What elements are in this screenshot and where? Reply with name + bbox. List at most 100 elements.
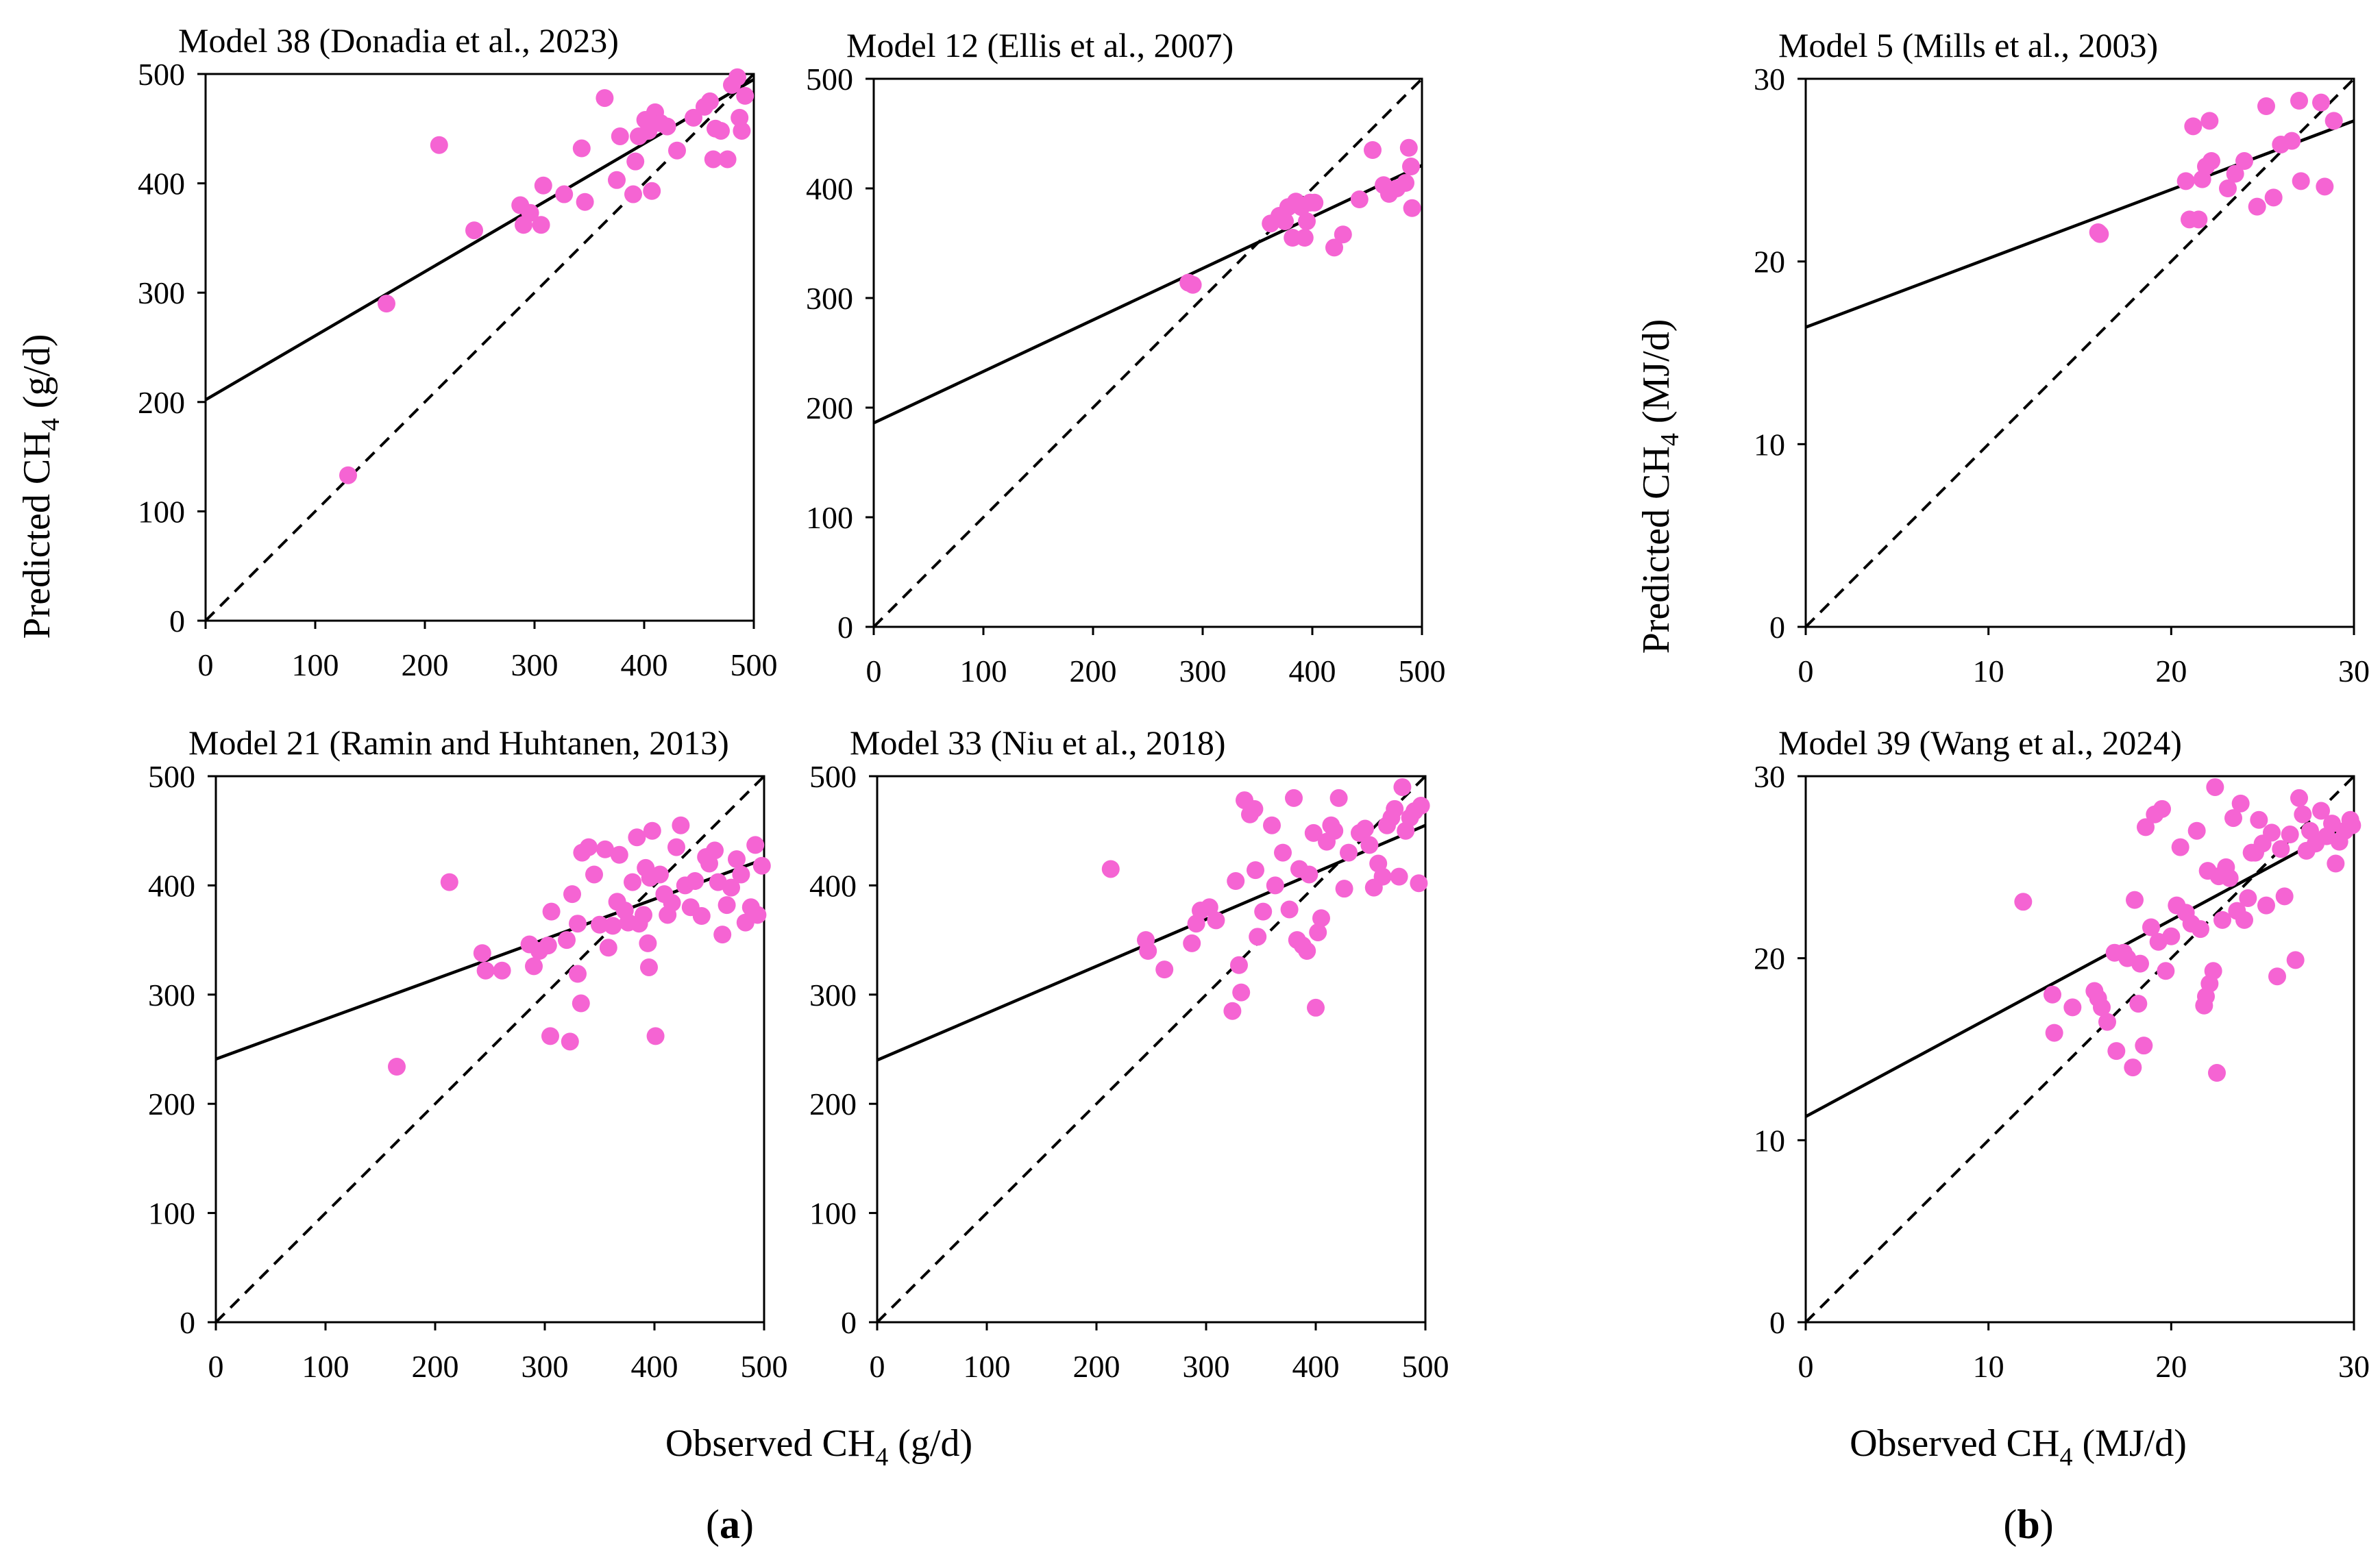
regression-line (874, 164, 1423, 425)
x-tick-label: 400 (1292, 1349, 1340, 1384)
data-point (686, 872, 704, 891)
data-point (752, 856, 771, 875)
data-point (1312, 909, 1330, 928)
data-point (430, 136, 448, 154)
data-point (2290, 92, 2308, 110)
data-point (1183, 275, 1202, 294)
data-point (1364, 141, 1382, 159)
data-point (1245, 799, 1264, 818)
data-point (2203, 152, 2220, 170)
plot-frame (1804, 77, 2355, 628)
data-point (596, 840, 614, 858)
data-point (541, 1027, 559, 1045)
data-point (2171, 838, 2189, 856)
data-point (2184, 117, 2203, 136)
data-point (563, 885, 581, 904)
data-point (473, 944, 491, 963)
panels: Model 38 (Donadia et al., 2023)0 100 200 30… (138, 21, 2370, 1384)
chart-title: Model 12 (Ellis et al., 2007) (846, 26, 1234, 64)
data-point (555, 185, 574, 203)
data-point (440, 873, 458, 891)
data-point (596, 89, 614, 108)
data-point (1139, 942, 1157, 960)
y-tick-label: 0 (837, 610, 853, 645)
data-point (646, 1027, 665, 1045)
data-point (1307, 998, 1325, 1017)
data-point (692, 907, 711, 926)
data-point (572, 139, 591, 158)
panel-b-tag: (b) (2003, 1502, 2053, 1547)
identity-line (206, 73, 755, 621)
data-point (2045, 1024, 2063, 1042)
regression-line (1806, 119, 2355, 329)
identity-line (877, 775, 1427, 1322)
chart-3: Model 21 (Ramin and Huhtanen, 2013) 0 100 2… (148, 723, 788, 1384)
x-tick-label: 0 (208, 1349, 224, 1384)
y-tick-label: 500 (806, 62, 853, 97)
plot-area (874, 77, 1423, 627)
data-point (388, 1058, 406, 1076)
data-point (561, 1032, 579, 1051)
regression-line (1806, 820, 2355, 1118)
chart-4: Model 33 (Niu et al., 2018) 0 100 200 300 400… (809, 723, 1449, 1384)
plot-frame (1804, 775, 2355, 1324)
data-point (643, 182, 661, 200)
data-point (728, 850, 746, 869)
data-point (2093, 998, 2111, 1017)
data-point (628, 828, 646, 847)
data-point (626, 152, 645, 171)
data-point (2204, 962, 2222, 980)
y-tick-label: 400 (806, 171, 853, 206)
data-point (2135, 1037, 2153, 1055)
data-point (718, 150, 737, 169)
y-tick-label: 200 (809, 1087, 857, 1121)
plot-area (1806, 77, 2355, 627)
y-tick-label: 0 (169, 604, 185, 639)
x-tick-label: 30 (2338, 654, 2370, 689)
data-point (1309, 923, 1327, 941)
data-point (1207, 911, 1225, 930)
data-point (1410, 874, 1428, 893)
chart-6: Model 39 (Wang et al., 2024) 0 10 20 30 0 10 20… (1754, 723, 2370, 1384)
data-point (378, 295, 395, 313)
data-point (639, 934, 657, 952)
data-point (539, 937, 557, 955)
data-point (493, 961, 511, 980)
data-point (580, 838, 598, 856)
x-tick-label: 100 (960, 654, 1007, 689)
data-point (610, 845, 628, 864)
data-point (701, 92, 719, 110)
data-point (2264, 188, 2283, 207)
data-point (2162, 927, 2181, 945)
data-point (2283, 132, 2301, 150)
data-point (1325, 821, 1344, 840)
x-tick-label: 100 (964, 1349, 1011, 1384)
data-point (2124, 1058, 2142, 1077)
plot-area (877, 775, 1430, 1322)
data-point (1227, 872, 1245, 891)
data-point (733, 121, 751, 140)
x-tick-label: 0 (870, 1349, 885, 1384)
data-point (465, 221, 483, 240)
data-point (2142, 918, 2160, 937)
y-tick-label: 400 (138, 166, 185, 201)
chart-title: Model 21 (Ramin and Huhtanen, 2013) (188, 723, 729, 762)
data-point (611, 127, 629, 145)
data-point (2312, 802, 2330, 820)
data-point (624, 185, 642, 203)
data-point (685, 108, 702, 127)
data-point (667, 838, 685, 856)
x-tick-label: 30 (2338, 1349, 2370, 1384)
data-point (2272, 840, 2290, 858)
chart-title: Model 39 (Wang et al., 2024) (1778, 723, 2182, 762)
data-point (525, 957, 543, 976)
data-point (2312, 93, 2330, 112)
y-tick-label: 0 (841, 1305, 857, 1340)
data-point (712, 121, 730, 140)
data-point (521, 203, 539, 222)
data-point (2157, 962, 2175, 980)
x-tick-label: 20 (2155, 654, 2187, 689)
data-point (1390, 867, 1408, 886)
y-tick-label: 100 (806, 500, 853, 535)
